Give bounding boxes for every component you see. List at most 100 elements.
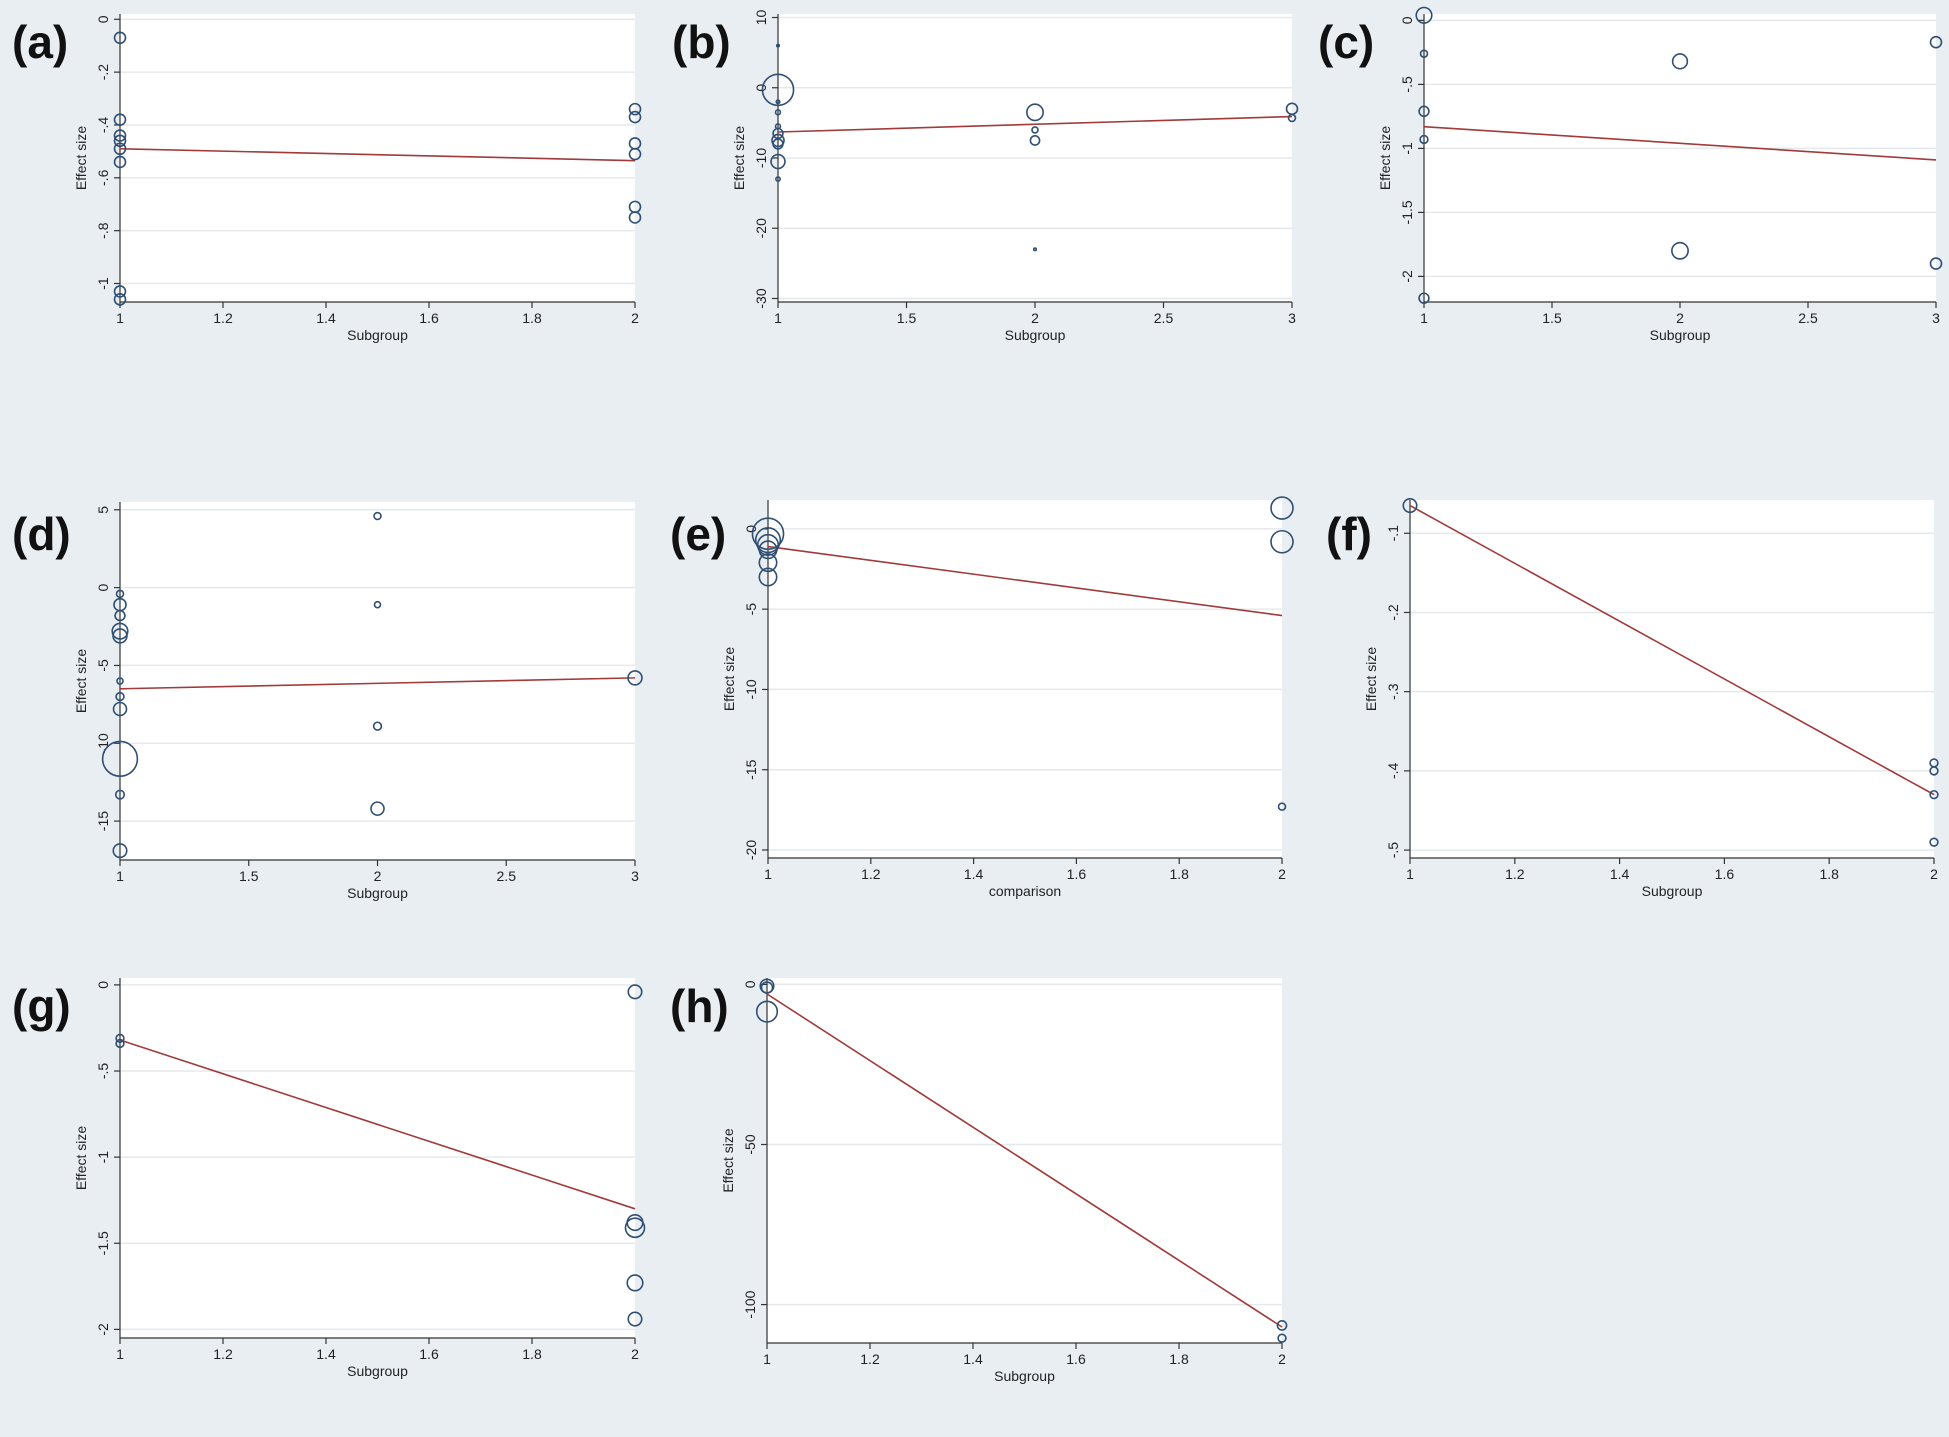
y-tick-label: -.3: [1385, 683, 1401, 700]
data-point: [1029, 135, 1041, 146]
y-tick-label: -20: [743, 840, 759, 860]
x-tick-label: 1.5: [897, 310, 917, 326]
y-tick-label: -1: [95, 1151, 111, 1164]
x-axis-title: Subgroup: [347, 327, 408, 343]
x-axis-title: Subgroup: [347, 885, 408, 901]
data-point: [1929, 766, 1939, 776]
y-tick-label: -20: [753, 218, 769, 238]
data-point: [1277, 802, 1287, 811]
x-tick-label: 2: [1676, 310, 1684, 326]
x-tick-label: 1.6: [419, 310, 439, 326]
y-tick-label: -30: [753, 288, 769, 308]
data-point: [627, 1311, 643, 1327]
x-tick-label: 1.8: [522, 310, 542, 326]
panel-label: (h): [670, 980, 729, 1032]
data-point: [1418, 292, 1430, 304]
data-point: [115, 691, 125, 702]
data-point: [113, 155, 127, 169]
y-tick-label: -10: [753, 148, 769, 168]
y-tick-label: -.2: [1385, 604, 1401, 621]
x-tick-label: 2: [1930, 866, 1938, 882]
chart-panel: (a) 0 -.2 -.4 -.6 -.8 -1 1 1.2 1.4 1.6 1.8 2 Subgroup…: [12, 14, 642, 343]
data-point: [113, 293, 127, 306]
x-tick-label: 3: [631, 868, 639, 884]
y-tick-label: -15: [743, 759, 759, 779]
x-tick-label: 1.8: [1169, 866, 1189, 882]
fitted-line: [119, 1039, 636, 1210]
data-point: [775, 176, 781, 183]
y-tick-label: -.6: [95, 169, 111, 186]
x-tick-label: 1.6: [1067, 866, 1087, 882]
chart-panel: (h) 0 -50 -100 1 1.2 1.4 1.6 1.8 2 Subgroup Effect …: [670, 978, 1288, 1384]
x-tick-label: 1.6: [419, 1346, 439, 1362]
data-point: [756, 533, 780, 557]
y-axis-title: Effect size: [73, 126, 89, 191]
x-tick-label: 1.4: [964, 866, 984, 882]
y-tick-label: -.5: [95, 1063, 111, 1080]
y-axis-title: Effect size: [720, 1128, 736, 1193]
y-tick-label: -15: [95, 811, 111, 831]
data-point: [116, 677, 124, 685]
data-point: [115, 1038, 125, 1049]
chart-panel: (c) 0 -.5 -1 -1.5 -2 1 1.5 2 2.5 3 Subgroup Effect s…: [1318, 6, 1943, 343]
data-point: [113, 113, 127, 126]
data-point: [1415, 6, 1433, 24]
y-tick-label: -5: [743, 603, 759, 616]
x-tick-label: 1.2: [860, 1351, 880, 1367]
fitted-line: [1409, 504, 1935, 796]
data-point: [1929, 35, 1943, 49]
x-tick-label: 1.5: [1542, 310, 1562, 326]
y-tick-label: 0: [742, 980, 758, 988]
x-tick-label: 2: [631, 1346, 639, 1362]
data-point: [1929, 257, 1943, 270]
plot-area: [768, 500, 1282, 858]
chart-panel: (b) 10 0 -10 -20 -30 1 1.5 2 2.5 3 Subgroup Effect s…: [672, 10, 1299, 343]
data-point: [771, 133, 785, 148]
y-tick-label: 0: [95, 584, 111, 592]
x-tick-label: 1.8: [522, 1346, 542, 1362]
y-axis-title: Effect size: [1377, 126, 1393, 191]
data-point: [1671, 53, 1689, 70]
panel-label: (a): [12, 16, 68, 68]
plot-area: [120, 14, 635, 302]
plot-area: [120, 502, 635, 860]
y-tick-label: -.4: [95, 117, 111, 134]
data-point: [113, 129, 127, 142]
chart-panel: (e) 0 -5 -10 -15 -20 1 1.2 1.4 1.6 1.8 2 comparison E…: [670, 496, 1294, 899]
panel-label: (d): [12, 508, 71, 560]
x-tick-label: 2.5: [1154, 310, 1174, 326]
x-tick-label: 1.4: [316, 310, 336, 326]
y-tick-label: -1.5: [95, 1231, 111, 1255]
y-tick-label: 5: [95, 506, 111, 514]
y-axis-title: Effect size: [731, 126, 747, 191]
data-point: [112, 843, 128, 859]
y-tick-label: -50: [742, 1134, 758, 1154]
data-point: [761, 73, 795, 107]
y-tick-label: -2: [1399, 270, 1415, 283]
data-point: [373, 511, 382, 521]
data-point: [774, 109, 782, 116]
data-point: [760, 981, 774, 994]
data-point: [775, 43, 781, 48]
x-tick-label: 1: [763, 1351, 771, 1367]
x-tick-label: 2.5: [497, 868, 517, 884]
data-point: [1032, 247, 1038, 252]
x-axis-title: Subgroup: [1005, 327, 1066, 343]
data-point: [1270, 496, 1294, 520]
fitted-line: [1423, 125, 1937, 161]
y-tick-label: -100: [742, 1290, 758, 1318]
data-point: [754, 527, 782, 554]
y-tick-label: -5: [95, 659, 111, 672]
data-point: [758, 567, 778, 587]
fitted-line: [777, 115, 1293, 133]
data-point: [113, 285, 127, 298]
y-tick-label: -.5: [1399, 76, 1415, 93]
fitted-line: [119, 677, 636, 690]
x-tick-label: 2.5: [1798, 310, 1818, 326]
data-point: [755, 1000, 779, 1023]
y-tick-label: 0: [1399, 16, 1415, 24]
x-tick-label: 3: [1288, 310, 1296, 326]
panel-label: (f): [1326, 508, 1372, 560]
x-tick-label: 1: [116, 868, 124, 884]
y-tick-label: -2: [95, 1323, 111, 1336]
